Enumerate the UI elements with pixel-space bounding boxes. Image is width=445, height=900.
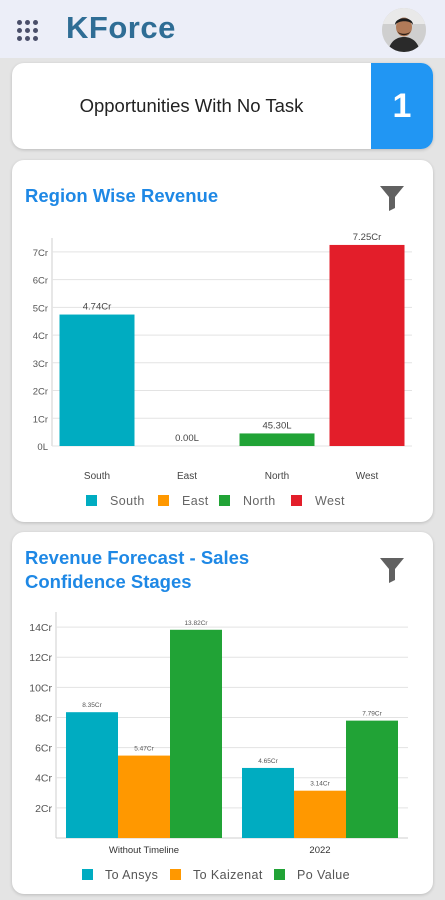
y-tick-label: 5Cr: [33, 303, 48, 314]
bar-to-kaizenat: [294, 790, 346, 838]
bar-value-label: 8.35Cr: [82, 702, 102, 709]
legend-label: North: [243, 494, 276, 508]
legend-swatch: [82, 869, 93, 880]
x-tick-label: Without Timeline: [109, 845, 179, 856]
legend-swatch: [86, 495, 97, 506]
y-tick-label: 3Cr: [33, 359, 48, 370]
brand-title: KForce: [66, 10, 176, 45]
avatar[interactable]: [382, 8, 426, 52]
legend-label: East: [182, 494, 209, 508]
avatar-image: [382, 8, 426, 52]
bar-west: [329, 244, 405, 446]
y-tick-label: 7Cr: [33, 248, 48, 259]
filter-icon[interactable]: [379, 556, 405, 584]
bar-to-ansys: [66, 712, 118, 838]
y-tick-label: 0L: [37, 442, 48, 453]
legend-label: West: [315, 494, 345, 508]
bar-po-value: [346, 720, 398, 838]
legend-label: To Kaizenat: [193, 868, 263, 882]
bar-value-label: 7.25Cr: [353, 232, 382, 243]
bar-to-kaizenat: [118, 755, 170, 838]
y-tick-label: 2Cr: [33, 387, 48, 398]
bar-value-label: 7.79Cr: [362, 711, 382, 718]
legend-swatch: [219, 495, 230, 506]
revenue-forecast-card: 2Cr 4Cr 6Cr 8Cr 10Cr 12Cr 14Cr 8.35Cr 5.47Cr 13.8…: [12, 532, 433, 894]
y-tick-label: 14Cr: [29, 622, 52, 634]
bar-north: [239, 433, 315, 446]
opportunities-label: Opportunities With No Task: [79, 95, 304, 116]
app-header: KForce: [0, 0, 445, 58]
legend-label: To Ansys: [105, 868, 158, 882]
bar-value-label: 5.47Cr: [134, 746, 154, 753]
legend-swatch: [158, 495, 169, 506]
x-tick-label: North: [265, 471, 289, 482]
grid-menu-icon[interactable]: [17, 20, 41, 41]
region-revenue-chart: 0L 1Cr 2Cr 3Cr 4Cr 5Cr 6Cr 7Cr 4.74Cr South 0.00L E…: [33, 232, 412, 508]
filter-icon[interactable]: [379, 184, 405, 212]
y-tick-label: 1Cr: [33, 414, 48, 425]
bar-value-label: 45.30L: [262, 420, 291, 431]
x-tick-label: South: [84, 471, 110, 482]
x-tick-label: West: [356, 471, 379, 482]
legend-label: South: [110, 494, 145, 508]
y-tick-label: 6Cr: [35, 743, 52, 755]
y-tick-label: 10Cr: [29, 682, 52, 694]
bar-value-label: 3.14Cr: [310, 781, 330, 788]
region-revenue-title: Region Wise Revenue: [25, 185, 219, 206]
legend-label: Po Value: [297, 868, 350, 882]
opportunities-count-badge: 1: [371, 63, 433, 149]
legend-swatch: [170, 869, 181, 880]
y-tick-label: 8Cr: [35, 712, 52, 724]
bar-value-label: 13.82Cr: [184, 620, 208, 627]
opportunities-no-task-card[interactable]: Opportunities With No Task 1: [12, 63, 433, 149]
y-tick-label: 12Cr: [29, 652, 52, 664]
y-tick-label: 4Cr: [35, 773, 52, 785]
bar-south: [59, 314, 135, 446]
y-tick-label: 6Cr: [33, 276, 48, 287]
legend-swatch: [291, 495, 302, 506]
y-tick-label: 4Cr: [33, 331, 48, 342]
bar-to-ansys: [242, 767, 294, 838]
bar-po-value: [170, 629, 222, 838]
region-revenue-card: 0L 1Cr 2Cr 3Cr 4Cr 5Cr 6Cr 7Cr 4.74Cr South 0.00L E…: [12, 160, 433, 522]
y-tick-label: 2Cr: [35, 803, 52, 815]
bar-value-label: 4.74Cr: [83, 302, 112, 313]
revenue-forecast-chart: 2Cr 4Cr 6Cr 8Cr 10Cr 12Cr 14Cr 8.35Cr 5.47Cr 13.8…: [29, 612, 408, 882]
bar-value-label: 0.00L: [175, 433, 199, 444]
revenue-forecast-title: Revenue Forecast - Sales Confidence Stag…: [25, 547, 250, 592]
x-tick-label: 2022: [309, 845, 330, 856]
legend-swatch: [274, 869, 285, 880]
bar-value-label: 4.65Cr: [258, 758, 278, 765]
x-tick-label: East: [177, 471, 197, 482]
